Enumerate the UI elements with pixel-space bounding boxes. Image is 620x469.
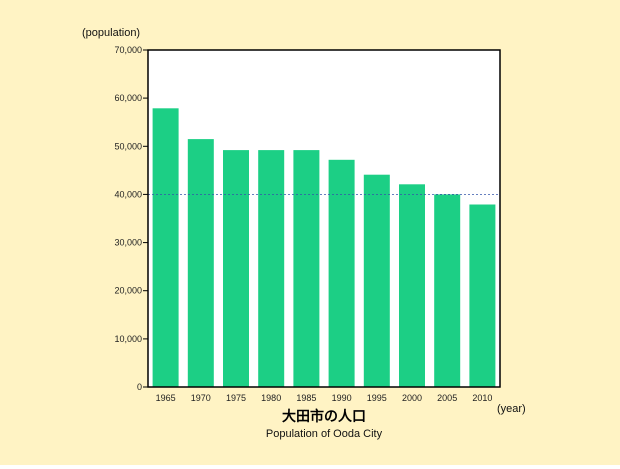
bar-2005 [434, 194, 461, 387]
bar-1975 [223, 150, 249, 387]
x-tick-label-2005: 2005 [437, 393, 457, 403]
x-tick-label-2000: 2000 [402, 393, 422, 403]
y-tick-label: 10,000 [114, 334, 142, 344]
x-tick-label-1980: 1980 [261, 393, 281, 403]
x-tick-label-1990: 1990 [332, 393, 352, 403]
x-tick-label-2010: 2010 [472, 393, 492, 403]
bar-1980 [258, 150, 285, 387]
bar-2000 [399, 184, 425, 387]
y-tick-label: 50,000 [114, 141, 142, 151]
bar-1970 [187, 139, 214, 387]
x-axis: 1965 1970 1975 1980 1985 1990 1995 2000 2005 2010 [156, 393, 493, 403]
bar-group [152, 108, 496, 388]
y-axis-unit-label: (population) [82, 27, 140, 39]
x-tick-label-1995: 1995 [367, 393, 387, 403]
bar-1990 [328, 159, 355, 387]
x-tick-label-1975: 1975 [226, 393, 246, 403]
x-tick-label-1965: 1965 [156, 393, 176, 403]
x-tick-label-1970: 1970 [191, 393, 211, 403]
bar-1995 [363, 174, 390, 387]
y-axis: 0 10,000 20,000 30,000 40,000 50,000 60,000 70,… [114, 45, 148, 392]
y-tick-label: 0 [137, 382, 142, 392]
plot-frame [147, 49, 501, 388]
chart-subtitle: Population of Ooda City [266, 428, 383, 440]
y-tick-label: 60,000 [114, 93, 142, 103]
chart-title: 大田市の人口 [282, 408, 366, 425]
x-axis-unit-label: (year) [497, 403, 526, 415]
bar-2010 [469, 204, 496, 387]
bar-1965 [152, 108, 179, 388]
y-tick-label: 20,000 [114, 286, 142, 296]
x-tick-label-1985: 1985 [296, 393, 316, 403]
bar-1985 [293, 150, 320, 387]
y-tick-label: 70,000 [114, 45, 142, 55]
y-tick-label: 40,000 [114, 189, 142, 199]
y-tick-label: 30,000 [114, 238, 142, 248]
